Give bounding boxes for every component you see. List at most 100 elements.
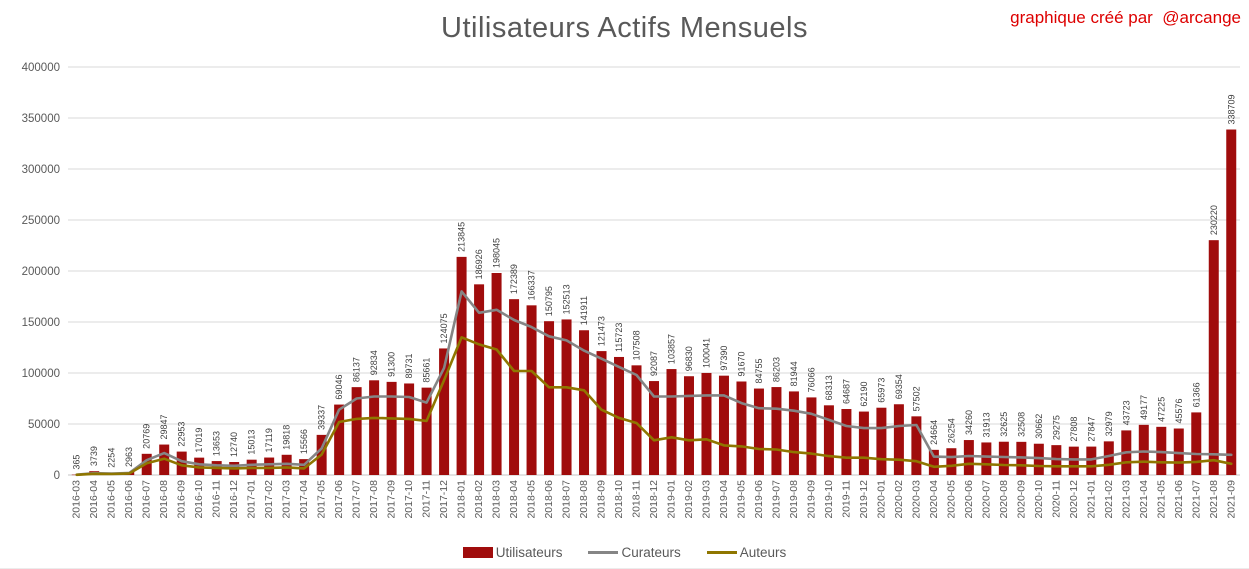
bar (753, 388, 764, 475)
x-axis-tick-label: 2017-12 (438, 480, 450, 519)
bar (456, 256, 467, 475)
bar-value-label: 31913 (981, 412, 991, 437)
bar-value-label: 30662 (1034, 414, 1044, 439)
bar-value-label: 27847 (1086, 417, 1096, 442)
curateurs-line (75, 290, 1233, 477)
bar-value-label: 115723 (614, 323, 624, 352)
bar-value-label: 20769 (142, 424, 152, 449)
x-axis-tick-label: 2018-02 (473, 480, 485, 519)
bars (71, 129, 1237, 476)
bar-value-label: 198045 (492, 238, 502, 268)
x-axis-tick-label: 2021-02 (1103, 480, 1115, 519)
bar-value-label: 186926 (474, 249, 484, 279)
x-axis-tick-label: 2021-05 (1155, 480, 1167, 519)
bar-value-label: 172389 (509, 264, 519, 294)
bar (788, 391, 799, 475)
auteurs-line (75, 335, 1233, 477)
bar (928, 449, 939, 475)
bar-value-label: 86137 (352, 357, 362, 382)
x-axis-tick-label: 2017-06 (333, 480, 345, 519)
bar-value-label: 2254 (107, 448, 117, 468)
bar-value-label: 152513 (562, 284, 572, 314)
x-axis-tick-label: 2021-09 (1225, 480, 1237, 519)
bar (946, 448, 957, 475)
x-axis-tick-label: 2020-12 (1068, 480, 1080, 519)
x-axis-tick-label: 2019-10 (823, 480, 835, 519)
y-axis-tick-label: 150000 (22, 317, 60, 329)
x-axis-tick-label: 2017-09 (386, 480, 398, 519)
bar-value-label: 2963 (124, 447, 134, 467)
y-axis: 0 50000 100000 150000 200000 250000 300000 3500… (22, 62, 60, 482)
x-axis-tick-label: 2019-01 (665, 480, 677, 519)
bar-value-label: 92087 (649, 351, 659, 376)
bar (911, 416, 922, 475)
y-axis-tick-label: 50000 (28, 419, 60, 431)
bar-value-label: 85661 (422, 358, 432, 383)
x-axis-tick-label: 2020-06 (963, 480, 975, 519)
bar-value-label: 47225 (1156, 397, 1166, 422)
x-axis-tick-label: 2019-12 (858, 480, 870, 519)
x-axis-tick-label: 2016-09 (176, 480, 188, 519)
bar-value-label: 84755 (754, 359, 764, 384)
bar (841, 409, 852, 475)
x-axis-tick-label: 2019-04 (718, 480, 730, 519)
bar-value-label: 91670 (736, 351, 746, 376)
x-axis-tick-label: 2017-04 (298, 480, 310, 519)
bar-value-label: 100041 (701, 338, 711, 368)
x-axis-tick-label: 2017-02 (263, 480, 275, 519)
bar-value-label: 27808 (1069, 417, 1079, 442)
bar (264, 457, 275, 475)
bar-value-labels: 365 3739 2254 2963 20769 29847 22953 17019 13653… (72, 94, 1237, 469)
bar (1068, 446, 1079, 475)
bar-value-label: 3739 (89, 446, 99, 466)
bar (334, 404, 345, 475)
bar (439, 348, 450, 475)
x-axis-tick-label: 2016-03 (71, 480, 83, 519)
x-axis-tick-label: 2017-11 (421, 480, 433, 518)
bar-value-label: 69046 (334, 375, 344, 400)
bar-value-label: 365 (72, 455, 82, 470)
legend: Utilisateurs Curateurs Auteurs (0, 545, 1249, 560)
x-axis-tick-label: 2019-06 (753, 480, 765, 519)
x-axis-tick-label: 2020-10 (1033, 480, 1045, 519)
bar-value-label: 103857 (666, 334, 676, 364)
bar (771, 387, 782, 475)
x-axis-tick-label: 2018-07 (561, 480, 573, 519)
legend-label-auteurs: Auteurs (739, 545, 787, 560)
x-axis-tick-label: 2020-02 (893, 480, 905, 519)
bar-value-label: 45576 (1174, 398, 1184, 423)
x-axis-tick-label: 2018-05 (526, 480, 538, 519)
bar (998, 441, 1009, 475)
bar (1191, 412, 1202, 475)
y-axis-tick-label: 250000 (22, 215, 60, 227)
x-axis-tick-label: 2019-03 (700, 480, 712, 519)
x-axis-tick-label: 2018-01 (456, 480, 468, 519)
bar-value-label: 68313 (824, 375, 834, 400)
x-axis-tick-label: 2021-04 (1138, 480, 1150, 519)
bar (631, 365, 642, 475)
bar-value-label: 32508 (1016, 412, 1026, 437)
bar-value-label: 17019 (194, 428, 204, 453)
bar (1138, 424, 1149, 475)
x-axis-tick-label: 2021-03 (1120, 480, 1132, 519)
bar-value-label: 32979 (1104, 411, 1114, 436)
x-axis-tick-label: 2020-01 (875, 480, 887, 519)
x-axis-tick-label: 2018-08 (578, 480, 590, 519)
bar (893, 404, 904, 475)
bar-value-label: 57502 (911, 386, 921, 411)
y-axis-tick-label: 350000 (22, 113, 60, 125)
x-axis-tick-label: 2017-03 (281, 480, 293, 519)
legend-label-utilisateurs: Utilisateurs (495, 545, 563, 560)
bar-value-label: 32625 (999, 412, 1009, 437)
bar-value-label: 43723 (1121, 400, 1131, 425)
bar-value-label: 13653 (212, 431, 222, 456)
x-axis-tick-label: 2018-12 (648, 480, 660, 519)
bar (1103, 441, 1114, 475)
attribution-text: graphique créé par @arcange (1010, 8, 1241, 27)
bar (701, 372, 712, 475)
bar (369, 380, 380, 475)
x-axis-tick-label: 2016-12 (228, 480, 240, 519)
bar (1208, 240, 1219, 475)
bar-value-label: 29275 (1051, 415, 1061, 440)
x-axis-tick-label: 2020-07 (980, 480, 992, 519)
